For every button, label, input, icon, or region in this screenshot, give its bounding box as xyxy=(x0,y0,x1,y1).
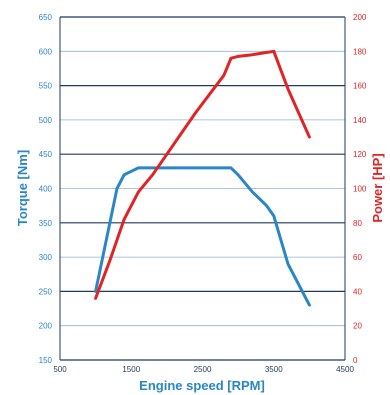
right-tick-label: 60 xyxy=(353,253,362,262)
left-tick-labels: 150 200 250 300 350 400 450 500 550 600 650 xyxy=(39,13,53,365)
left-tick-label: 400 xyxy=(39,185,53,194)
left-tick-label: 350 xyxy=(39,219,53,228)
right-tick-label: 80 xyxy=(353,219,362,228)
right-tick-label: 160 xyxy=(353,82,367,91)
right-axis-title: Power [HP] xyxy=(370,153,385,222)
left-tick-label: 150 xyxy=(39,356,53,365)
x-tick-label: 1500 xyxy=(122,365,140,374)
grid xyxy=(60,16,345,361)
left-tick-label: 450 xyxy=(39,150,53,159)
x-tick-label: 3500 xyxy=(265,365,283,374)
right-tick-label: 200 xyxy=(353,13,367,22)
x-tick-label: 500 xyxy=(53,365,67,374)
left-tick-label: 200 xyxy=(39,322,53,331)
right-tick-label: 120 xyxy=(353,150,367,159)
left-tick-label: 300 xyxy=(39,253,53,262)
right-tick-label: 20 xyxy=(353,322,362,331)
axes xyxy=(59,17,346,360)
left-tick-label: 550 xyxy=(39,82,53,91)
left-tick-label: 600 xyxy=(39,47,53,56)
right-tick-label: 180 xyxy=(353,47,367,56)
x-tick-label: 2500 xyxy=(194,365,212,374)
x-axis-title: Engine speed [RPM] xyxy=(139,378,265,393)
x-tick-label: 4500 xyxy=(336,365,354,374)
left-tick-label: 250 xyxy=(39,287,53,296)
torque-series-line xyxy=(94,166,311,307)
power-series-line xyxy=(94,49,311,300)
right-tick-label: 0 xyxy=(353,356,358,365)
right-tick-label: 140 xyxy=(353,116,367,125)
right-tick-label: 40 xyxy=(353,287,362,296)
left-tick-label: 650 xyxy=(39,13,53,22)
x-tick-labels: 500 1500 2500 3500 4500 xyxy=(53,365,354,374)
series-lines xyxy=(94,49,311,307)
left-axis-title: Torque [Nm] xyxy=(15,150,30,226)
right-tick-label: 100 xyxy=(353,185,367,194)
left-tick-label: 500 xyxy=(39,116,53,125)
right-tick-labels: 0 20 40 60 80 100 120 140 160 180 200 xyxy=(353,13,367,365)
